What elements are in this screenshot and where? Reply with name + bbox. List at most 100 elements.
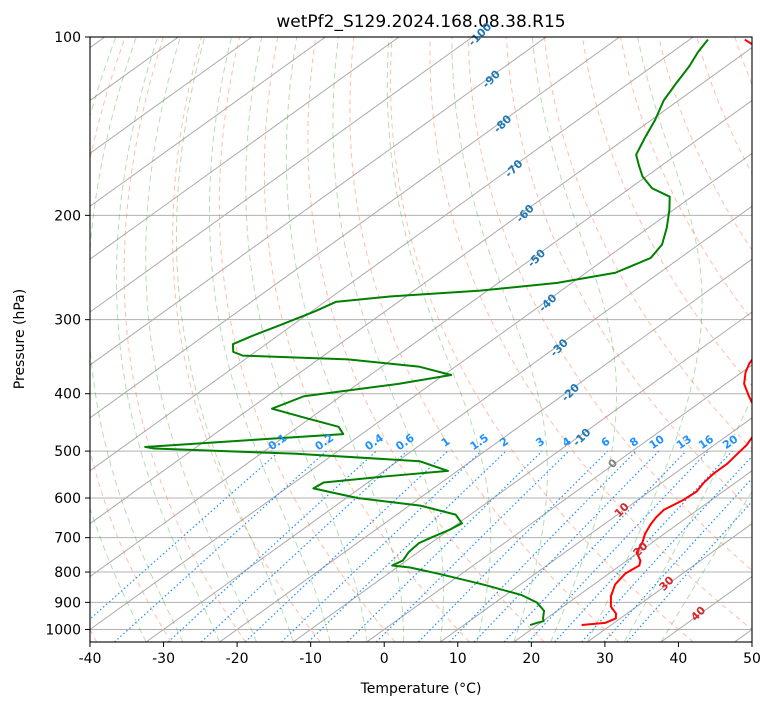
isotherm-line <box>219 258 752 642</box>
x-tick-label: 30 <box>596 651 614 667</box>
mixing-ratio-label: 20 <box>720 432 740 452</box>
adiabat-label: 10 <box>612 500 632 520</box>
isotherm-line <box>145 205 752 642</box>
moist-adiabat-line <box>208 37 331 642</box>
moist-adiabat-line <box>145 37 257 642</box>
y-tick-label: 1000 <box>45 622 81 638</box>
dry-adiabat-line <box>90 628 98 642</box>
y-tick-label: 900 <box>54 595 81 611</box>
dry-adiabat-line <box>734 37 752 86</box>
mixing-ratio-line <box>449 450 637 642</box>
dry-adiabat-line <box>349 37 620 642</box>
dry-adiabat-line <box>90 37 172 642</box>
isotherm-line <box>90 37 326 207</box>
axes: -40 -30 -20 -10 0 10 20 30 40 5010020030040050060… <box>45 30 761 667</box>
x-tick-label: 50 <box>743 651 761 667</box>
x-tick-label: -40 <box>79 651 102 667</box>
mixing-ratio-line <box>347 450 543 642</box>
mixing-ratio-line <box>307 450 507 642</box>
mixing-ratio-line <box>90 450 281 620</box>
moist-adiabat-line <box>660 490 752 642</box>
isotherm-line <box>292 311 752 642</box>
moist-adiabat-line <box>115 37 221 642</box>
isotherm-line <box>90 37 473 313</box>
isotherm-line <box>90 46 752 525</box>
y-tick-label: 600 <box>54 491 81 507</box>
dry-adiabat-line <box>467 37 752 571</box>
moist-adiabat-line <box>531 37 618 642</box>
dry-adiabat-line <box>307 37 545 642</box>
dry-adiabat-line <box>218 37 396 642</box>
mixing-ratio-line <box>281 450 482 642</box>
dewpoint-profile-line <box>144 38 709 626</box>
y-tick-label: 200 <box>54 208 81 224</box>
dry-adiabat-line <box>696 37 752 175</box>
moist-adiabat-line <box>175 37 294 642</box>
moist-adiabat-line <box>90 37 184 642</box>
x-tick-label: 10 <box>449 651 467 667</box>
dry-adiabat-line <box>429 37 752 631</box>
isotherm-line <box>90 37 694 472</box>
background-lines <box>90 37 752 642</box>
isotherm-line <box>366 364 752 642</box>
x-tick-label: -10 <box>299 651 322 667</box>
mixing-ratio-line <box>200 450 408 642</box>
isotherm-line <box>90 37 547 366</box>
y-axis-label: Pressure (hPa) <box>12 289 28 389</box>
isotherm-line <box>734 628 752 642</box>
mixing-ratio-line <box>418 450 609 642</box>
isotherm-line <box>440 417 752 642</box>
isotherm-line <box>90 99 752 578</box>
y-tick-label: 100 <box>54 30 81 46</box>
mixing-ratio-label: 8 <box>627 435 641 450</box>
mixing-ratio-label: 6 <box>599 435 613 450</box>
mixing-ratio-line <box>626 500 752 642</box>
y-tick-label: 500 <box>54 444 81 460</box>
mixing-ratio-label: 2 <box>497 435 511 450</box>
mixing-ratio-label: 3 <box>533 435 547 450</box>
dry-adiabat-line <box>505 37 752 511</box>
moist-adiabat-line <box>285 37 405 642</box>
x-tick-label: -30 <box>152 651 175 667</box>
mixing-ratio-label: 10 <box>647 432 667 452</box>
dry-adiabat-line <box>263 37 470 642</box>
chart-title: wetPf2_S129.2024.168.08.38.R15 <box>276 12 565 32</box>
x-tick-label: 40 <box>670 651 688 667</box>
mixing-ratio-label: 0.1 <box>266 431 289 453</box>
mixing-ratio-line <box>473 450 660 642</box>
dry-adiabat-line <box>172 37 321 642</box>
mixing-ratio-line <box>581 455 752 642</box>
y-tick-label: 300 <box>54 313 81 329</box>
isotherm-line <box>90 37 253 154</box>
mixing-ratio-line <box>527 450 709 642</box>
dry-adiabat-line <box>543 37 752 450</box>
x-tick-label: 0 <box>380 651 389 667</box>
adiabat-label: -30 <box>548 336 571 359</box>
y-tick-label: 700 <box>54 531 81 547</box>
profile-lines <box>144 38 752 627</box>
isotherm-line <box>90 37 620 419</box>
plot-frame <box>89 36 753 643</box>
isotherm-line <box>513 470 752 642</box>
isotherm-line <box>587 523 752 642</box>
x-tick-label: 20 <box>522 651 540 667</box>
y-tick-label: 400 <box>54 387 81 403</box>
mixing-ratio-label: 1 <box>439 435 453 450</box>
moist-adiabat-line <box>586 37 703 642</box>
mixing-ratio-label: 16 <box>696 432 716 452</box>
temperature-profile-line <box>581 38 752 627</box>
isotherm-line <box>90 152 752 631</box>
mixing-ratio-line <box>603 477 752 642</box>
isotherm-line <box>660 575 752 642</box>
dry-adiabat-line <box>390 37 694 642</box>
moist-adiabat-line <box>386 37 492 642</box>
y-tick-label: 800 <box>54 565 81 581</box>
mixing-ratio-line <box>503 450 687 642</box>
isotherm-line <box>90 37 400 260</box>
x-axis-label: Temperature (°C) <box>360 681 482 697</box>
line-labels: 0.1 0.2 0.4 0.6 1 1.5 2 3 4 6 8 10 13 16 20-100-90-80-… <box>266 20 741 624</box>
adiabat-label: -40 <box>536 291 559 314</box>
x-tick-label: -20 <box>226 651 249 667</box>
